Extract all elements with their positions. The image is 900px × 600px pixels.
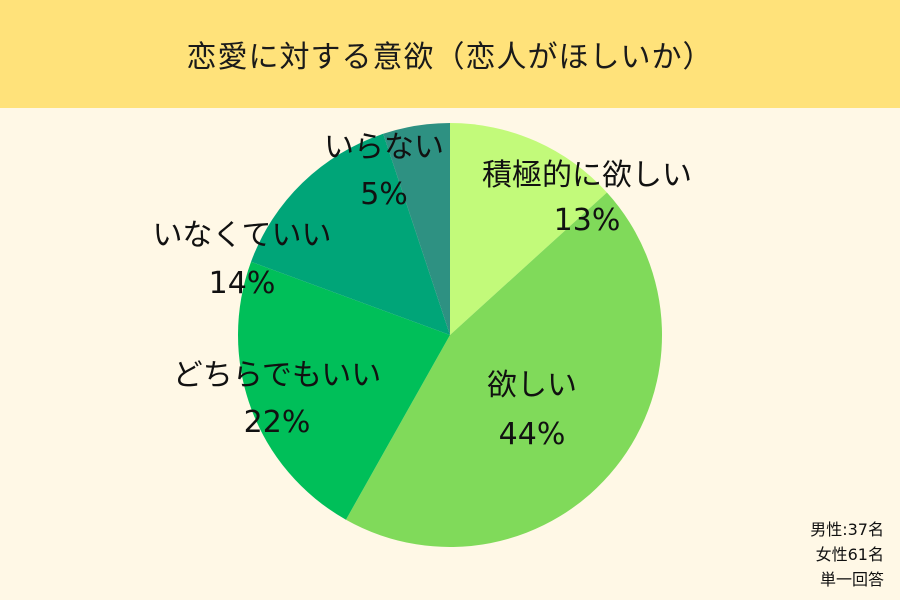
slice-label-3: どちらでもいい xyxy=(173,358,382,393)
answer-type: 単一回答 xyxy=(819,570,884,589)
pie-slice-2 xyxy=(345,192,663,548)
pie-slice-1 xyxy=(450,123,607,335)
pie-slices xyxy=(237,123,663,548)
slice-label-4: いなくていい xyxy=(152,218,331,253)
slice-label-1: 積極的に欲しい xyxy=(482,158,692,193)
slice-value-5: 5% xyxy=(360,177,408,212)
sample-note: 男性:37名 女性61名 単一回答 xyxy=(810,517,884,592)
slice-label-5: いらない xyxy=(324,130,444,165)
slice-value-4: 14% xyxy=(209,266,276,301)
pie-slice-5 xyxy=(383,123,450,335)
sample-male: 男性:37名 xyxy=(810,520,884,539)
pie-slice-3 xyxy=(237,261,450,520)
title-bar: 恋愛に対する意欲（恋人がほしいか） xyxy=(0,0,900,108)
slice-value-1: 13% xyxy=(554,203,621,238)
pie-slice-4 xyxy=(251,133,450,335)
slice-label-2: 欲しい xyxy=(487,368,577,403)
slice-value-2: 44% xyxy=(499,417,566,452)
sample-female: 女性61名 xyxy=(815,545,884,564)
pie-labels: 積極的に欲しい 13% 欲しい 44% どちらでもいい 22% いなくていい 14% いらない 5… xyxy=(152,130,692,452)
slice-value-3: 22% xyxy=(244,405,311,440)
chart-title: 恋愛に対する意欲（恋人がほしいか） xyxy=(186,40,714,75)
